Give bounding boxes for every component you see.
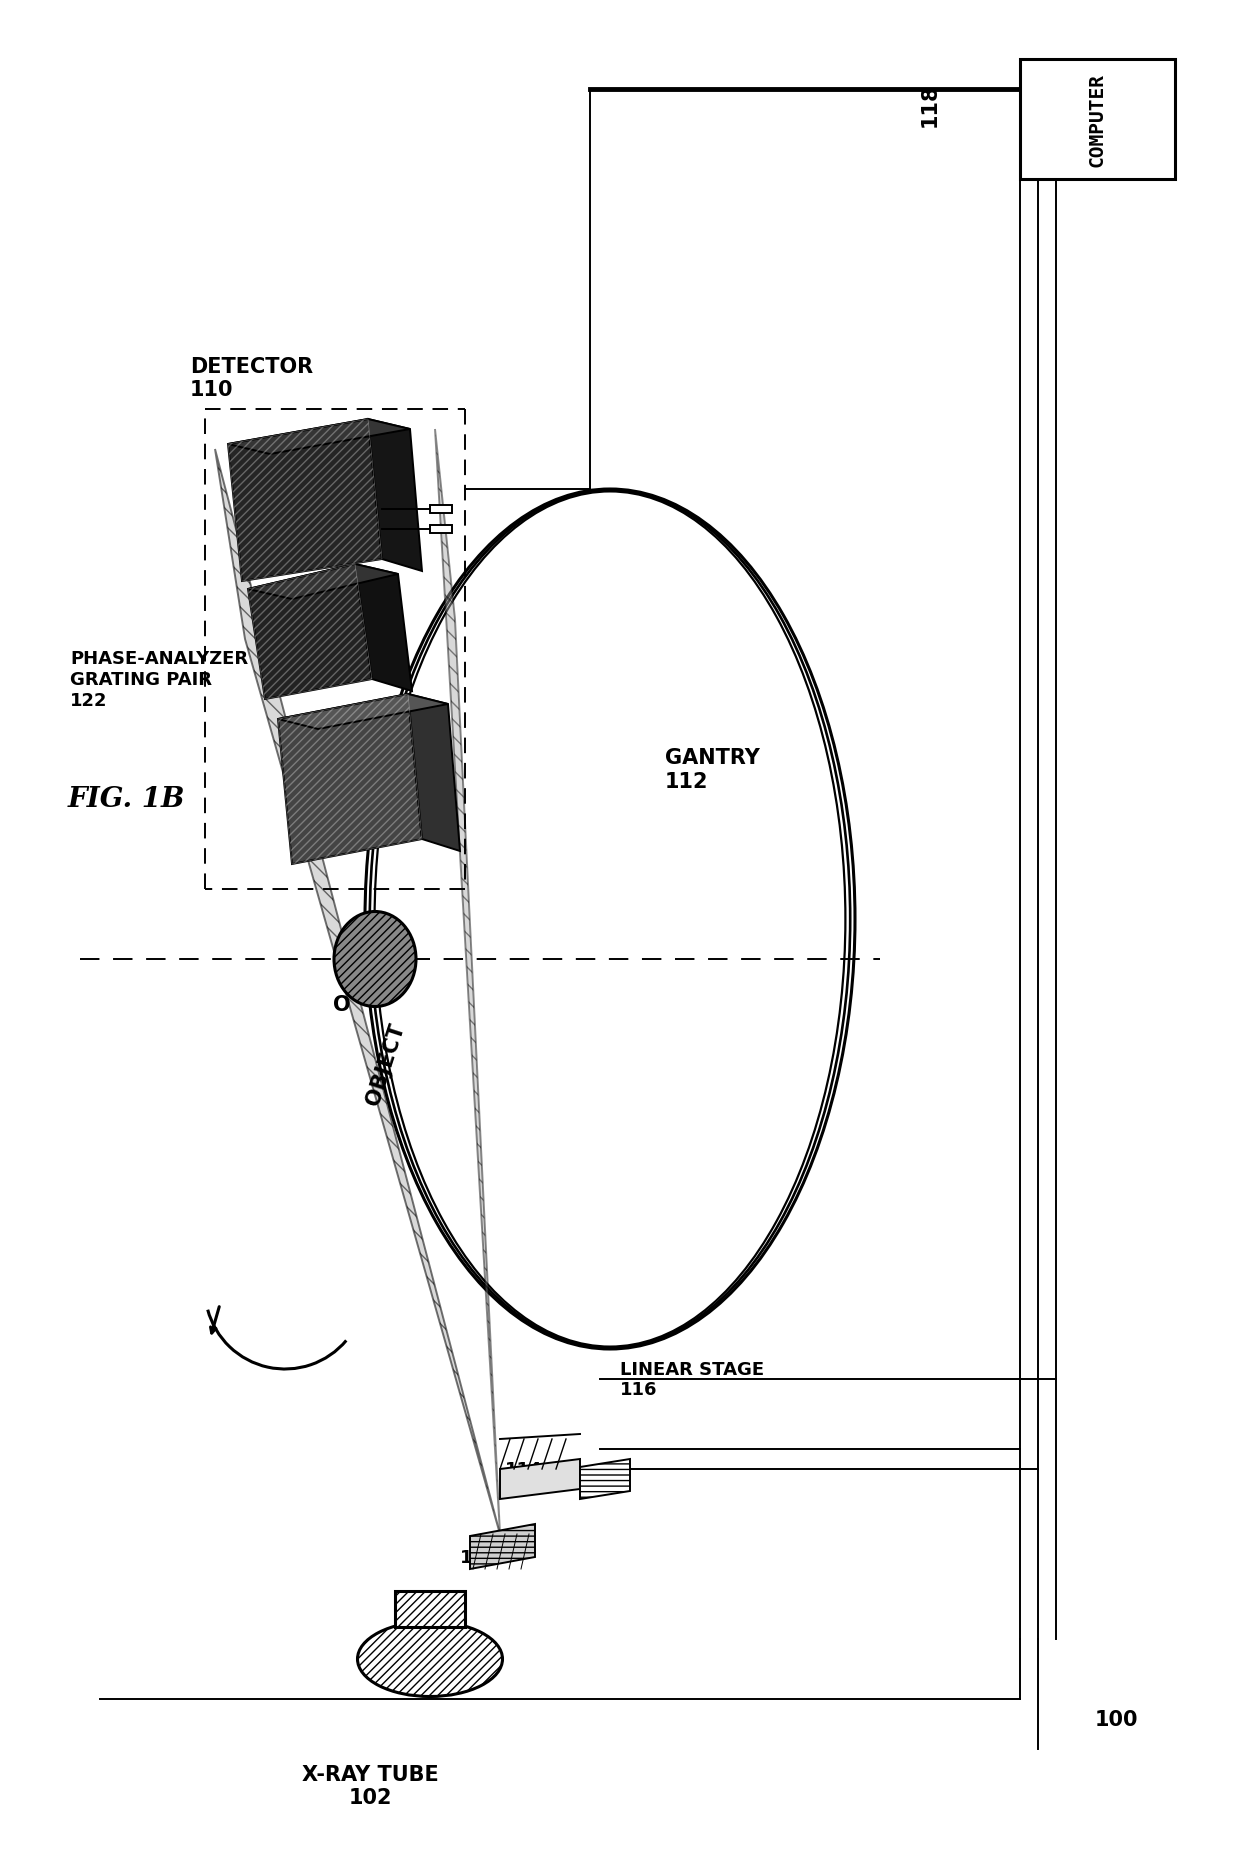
- Text: OBJECT: OBJECT: [363, 1021, 408, 1107]
- Polygon shape: [408, 695, 460, 852]
- Text: 108: 108: [272, 628, 309, 645]
- Bar: [1021, 60, 1176, 181]
- Polygon shape: [355, 565, 412, 692]
- Bar: [430, 505, 453, 514]
- Text: 104: 104: [460, 1549, 497, 1566]
- Text: FIG. 1B: FIG. 1B: [68, 787, 186, 813]
- Polygon shape: [580, 1460, 630, 1499]
- Text: X-RAY TUBE
102: X-RAY TUBE 102: [301, 1763, 439, 1808]
- Polygon shape: [248, 565, 398, 600]
- Text: GANTRY
112: GANTRY 112: [665, 747, 760, 790]
- Text: 118: 118: [920, 84, 940, 127]
- Polygon shape: [278, 695, 448, 729]
- Text: PHASE-ANALYZER
GRATING PAIR
122: PHASE-ANALYZER GRATING PAIR 122: [69, 651, 248, 710]
- Ellipse shape: [357, 1622, 502, 1696]
- Bar: [430, 526, 453, 533]
- Text: 100: 100: [1095, 1709, 1138, 1730]
- Polygon shape: [470, 1525, 534, 1569]
- Text: DETECTOR
110: DETECTOR 110: [190, 356, 314, 399]
- Polygon shape: [228, 419, 410, 455]
- Text: 106: 106: [334, 755, 371, 774]
- Text: 114: 114: [505, 1460, 543, 1478]
- Polygon shape: [396, 1592, 465, 1627]
- Polygon shape: [228, 419, 382, 582]
- Polygon shape: [215, 449, 500, 1534]
- Ellipse shape: [334, 911, 415, 1007]
- Polygon shape: [500, 1460, 580, 1499]
- Text: LINEAR STAGE
116: LINEAR STAGE 116: [620, 1361, 764, 1398]
- Polygon shape: [435, 431, 500, 1534]
- Polygon shape: [368, 419, 422, 572]
- Polygon shape: [248, 565, 372, 699]
- Text: O: O: [334, 995, 351, 1014]
- Text: COMPUTER: COMPUTER: [1087, 73, 1107, 168]
- Polygon shape: [278, 695, 422, 865]
